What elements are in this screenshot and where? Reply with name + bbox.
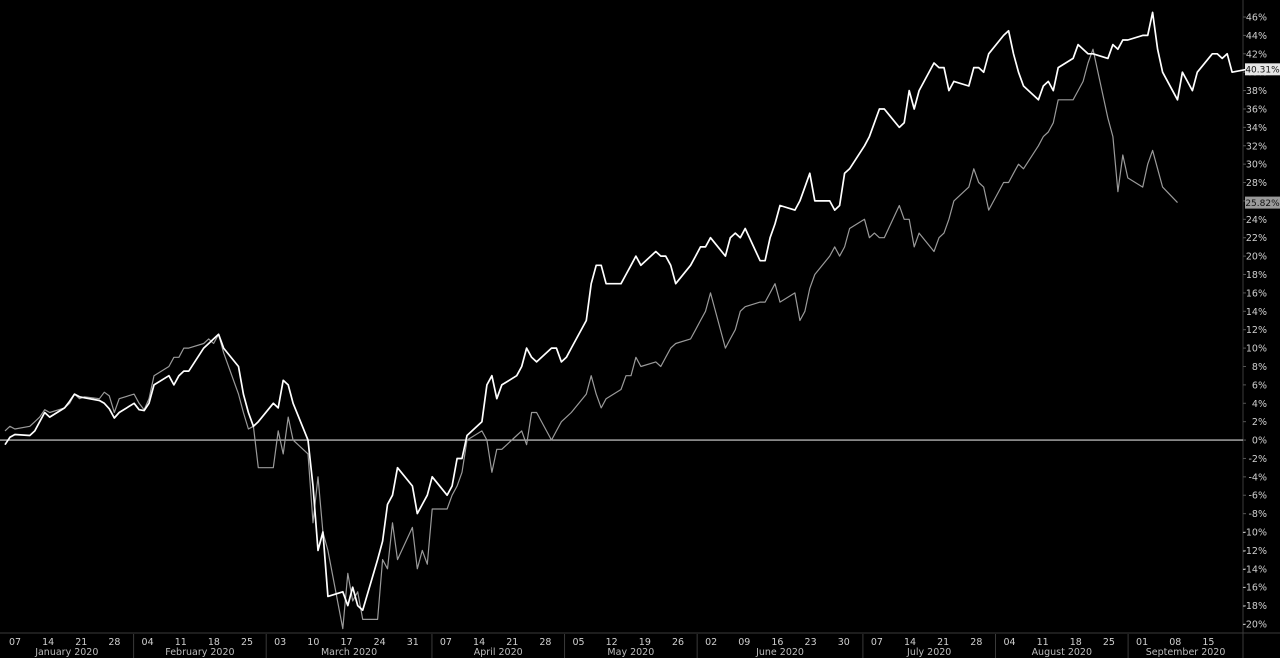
y-tick-label: 36% [1246,104,1267,115]
x-tick-label: 25 [241,637,253,648]
y-tick-label: 20% [1246,252,1267,263]
y-tick-label: -2% [1249,454,1268,465]
x-tick-label: 11 [175,637,187,648]
y-tick-label: 2% [1252,417,1267,428]
y-tick-label: -10% [1242,528,1267,539]
y-tick-label: 34% [1246,123,1267,134]
y-tick-label: -20% [1242,620,1267,631]
x-month-label: February 2020 [165,647,234,658]
y-tick-label: 28% [1246,178,1267,189]
x-tick-label: 23 [805,637,817,648]
y-tick-label: 24% [1246,215,1267,226]
y-tick-label: -8% [1249,509,1268,520]
y-axis: -20% -18% -16% -14% -12% -10% -8% -6% -4% -2% 0% 2%… [1242,13,1267,631]
y-tick-label: 14% [1246,307,1267,318]
x-tick-label: 26 [672,637,684,648]
y-tick-label: -12% [1242,546,1267,557]
x-month-label: March 2020 [321,647,377,658]
x-tick-label: 18 [1070,637,1082,648]
x-tick-label: 03 [274,637,286,648]
x-tick-label: 31 [407,637,419,648]
x-tick-label: 14 [904,637,916,648]
x-tick-label: 04 [142,637,154,648]
x-tick-label: 08 [1169,637,1181,648]
series-line-1 [4,11,1248,612]
y-tick-label: 32% [1246,141,1267,152]
x-tick-label: 15 [1202,637,1214,648]
last-value-badge [1245,63,1280,76]
x-tick-label: 18 [208,637,220,648]
x-month-label: September 2020 [1146,647,1226,658]
x-tick-label: 28 [108,637,120,648]
y-tick-label: 18% [1246,270,1267,281]
x-tick-label: 07 [440,637,452,648]
x-tick-label: 21 [506,637,518,648]
x-tick-label: 12 [606,637,618,648]
x-month-label: June 2020 [755,647,804,658]
y-tick-label: 42% [1246,49,1267,60]
x-month-label: April 2020 [474,647,523,658]
y-tick-label: 30% [1246,160,1267,171]
x-axis: 07 14 21 28 04 11 18 25 03 10 17 24 31 07 14 21 28 05 12 19… [9,634,1225,658]
x-tick-label: 25 [1103,637,1115,648]
x-tick-label: 14 [473,637,485,648]
x-month-label: August 2020 [1032,647,1092,658]
x-tick-label: 16 [771,637,783,648]
x-tick-label: 30 [838,637,850,648]
x-tick-label: 14 [42,637,54,648]
y-tick-label: 4% [1252,399,1267,410]
last-value-badges: 40.31% 25.82% [1245,63,1280,209]
x-tick-label: 10 [307,637,319,648]
x-tick-label: 07 [871,637,883,648]
series-line-2 [4,48,1178,630]
y-tick-label: 6% [1252,380,1267,391]
last-value-label: 25.82% [1245,199,1280,209]
x-tick-label: 21 [75,637,87,648]
y-tick-label: 10% [1246,344,1267,355]
x-month-label: January 2020 [34,647,98,658]
y-tick-label: -18% [1242,601,1267,612]
x-tick-label: 11 [1037,637,1049,648]
y-tick-label: 44% [1246,31,1267,42]
y-tick-label: 0% [1252,436,1267,447]
y-tick-label: -16% [1242,583,1267,594]
y-tick-label: -6% [1249,491,1268,502]
x-tick-label: 02 [705,637,717,648]
x-tick-label: 17 [340,637,352,648]
y-tick-label: 16% [1246,288,1267,299]
x-tick-label: 24 [374,637,386,648]
x-month-label: July 2020 [906,647,951,658]
last-value-badge [1245,196,1280,209]
x-tick-label: 28 [539,637,551,648]
last-value-label: 40.31% [1245,66,1280,76]
y-tick-label: 38% [1246,86,1267,97]
x-tick-label: 05 [573,637,585,648]
x-tick-label: 01 [1136,637,1148,648]
y-tick-label: 22% [1246,233,1267,244]
y-tick-label: 8% [1252,362,1267,373]
x-tick-label: 09 [738,637,750,648]
series-group [4,11,1248,630]
y-tick-label: -14% [1242,564,1267,575]
y-tick-label: -4% [1249,472,1268,483]
x-month-label: May 2020 [607,647,654,658]
y-tick-label: 12% [1246,325,1267,336]
x-tick-label: 07 [9,637,21,648]
x-tick-label: 19 [639,637,651,648]
x-tick-label: 21 [937,637,949,648]
y-tick-label: 46% [1246,13,1267,24]
x-tick-label: 28 [970,637,982,648]
x-tick-label: 04 [1003,637,1015,648]
